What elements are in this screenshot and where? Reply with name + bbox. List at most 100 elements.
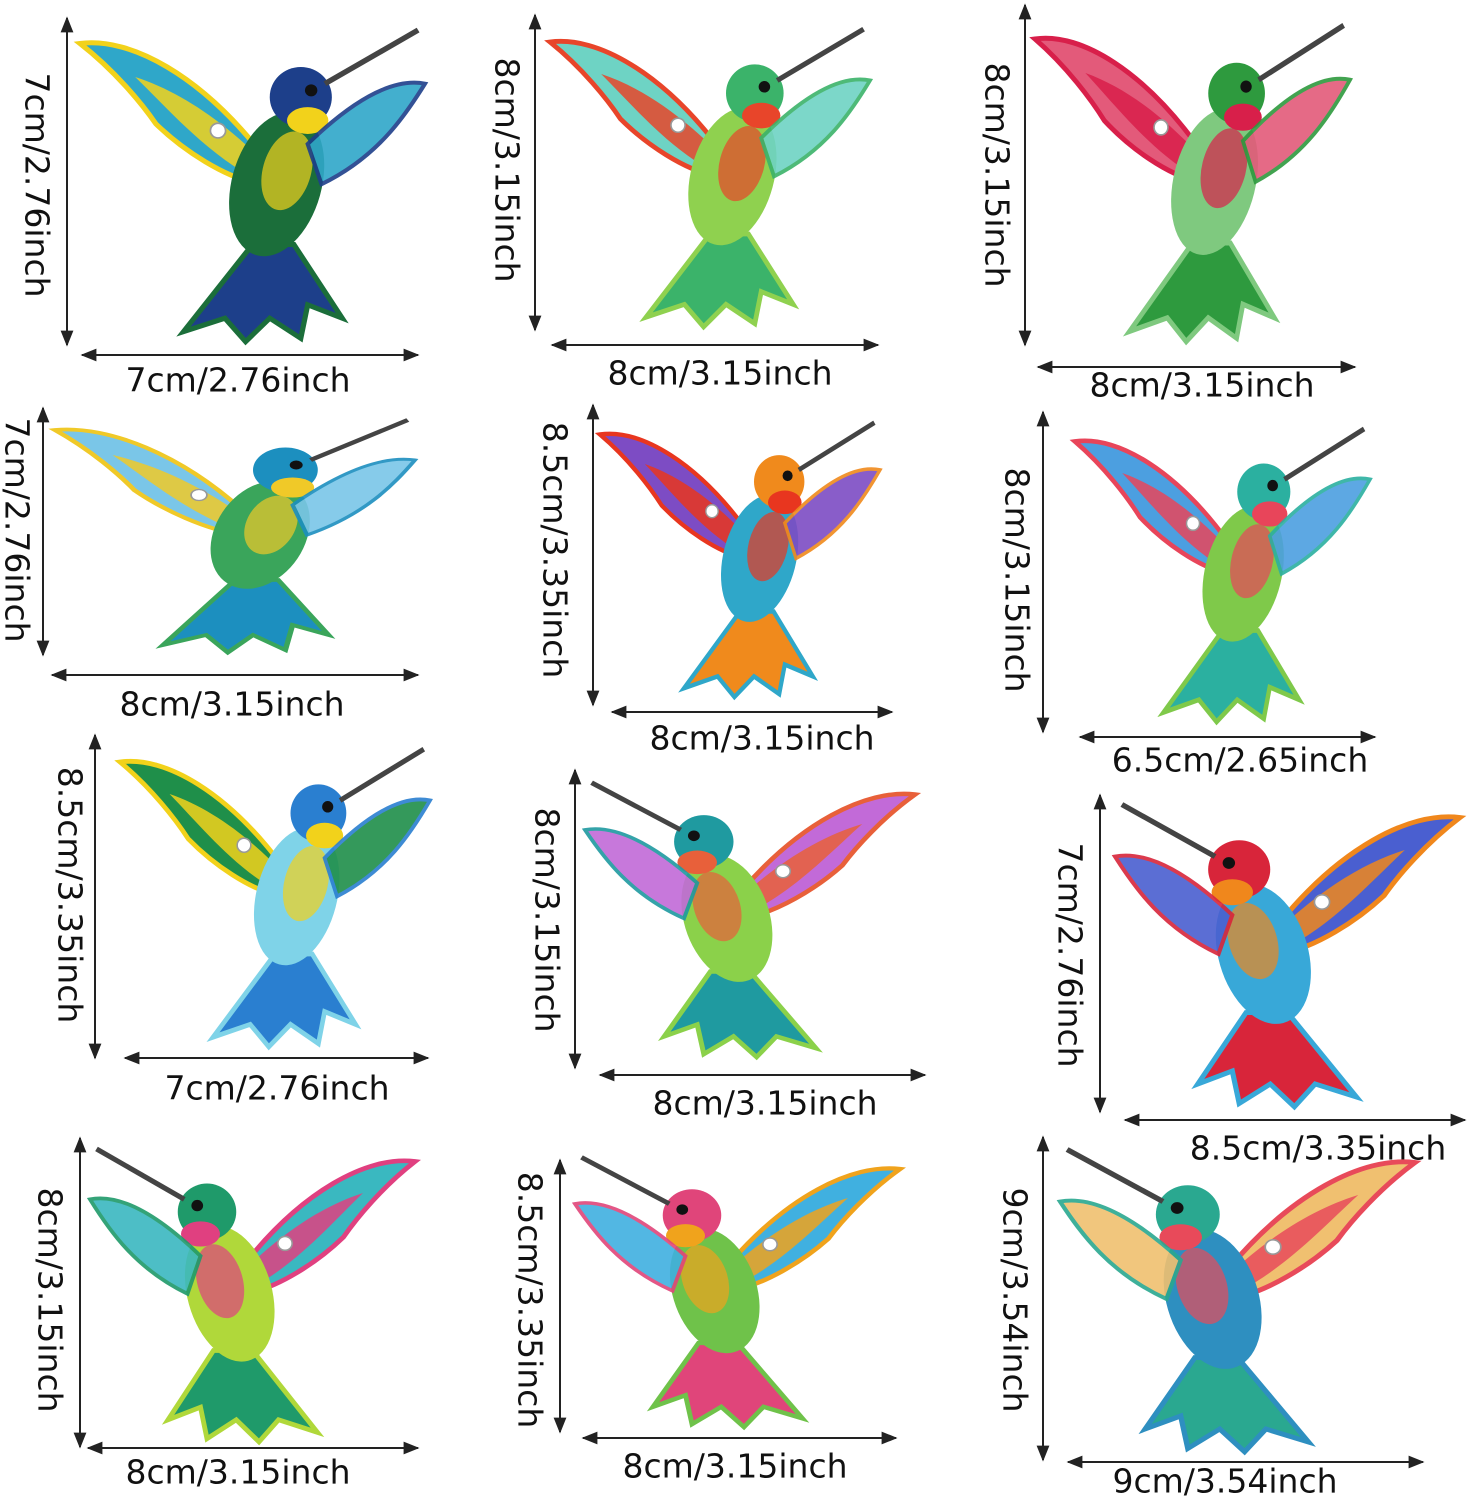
tail (678, 609, 819, 701)
eye (1170, 1202, 1184, 1214)
wing-far (1056, 1198, 1184, 1302)
wing-inner (1122, 473, 1229, 568)
wing-far (782, 467, 883, 561)
beak (338, 746, 426, 803)
eye (687, 830, 700, 842)
throat (768, 490, 802, 515)
hummingbird (1029, 23, 1354, 346)
wing-inner (743, 824, 863, 913)
hanging-hole (1185, 515, 1201, 532)
wing-far (322, 797, 433, 900)
width-label: 6.5cm/2.65inch (1112, 741, 1369, 780)
height-label: 7cm/2.76inch (0, 417, 37, 642)
breast (692, 871, 742, 942)
wing-far (1240, 76, 1354, 185)
hanging-hole (209, 122, 227, 139)
hanging-hole (1153, 119, 1169, 136)
product-item: 9cm/3.54inch 9cm/3.54inch (996, 1135, 1425, 1500)
height-label: 7cm/2.76inch (1051, 842, 1090, 1067)
beak (590, 780, 683, 832)
beak (1257, 23, 1345, 83)
throat (306, 822, 344, 849)
eye (289, 460, 303, 470)
eye (191, 1199, 204, 1212)
throat (742, 102, 781, 129)
breast (244, 495, 298, 555)
throat (1211, 879, 1253, 906)
product-item: 8.5cm/3.35inch 8cm/3.15inch (536, 403, 894, 758)
beak (309, 418, 410, 462)
wing-far (1111, 853, 1235, 957)
tail (646, 1340, 810, 1431)
eye (782, 470, 793, 482)
product-item: 8.5cm/3.35inch 7cm/2.76inch (51, 733, 433, 1108)
beak (95, 1146, 186, 1202)
width-label: 8cm/3.15inch (622, 1447, 847, 1486)
beak (1120, 802, 1217, 859)
throat (271, 477, 315, 498)
eye (676, 1204, 689, 1215)
tail (1191, 1010, 1364, 1111)
wing-inner (1085, 73, 1199, 175)
width-label: 8cm/3.15inch (607, 354, 832, 393)
hanging-hole (1313, 894, 1331, 910)
height-label: 8cm/3.15inch (998, 467, 1037, 692)
eye (322, 801, 334, 813)
width-label: 8cm/3.15inch (652, 1084, 877, 1123)
width-label: 7cm/2.76inch (164, 1069, 389, 1108)
breast (1200, 128, 1248, 209)
tail (1157, 628, 1305, 726)
height-label: 8cm/3.15inch (528, 807, 567, 1032)
tail (155, 578, 336, 656)
height-label: 8.5cm/3.35inch (51, 767, 90, 1024)
tail (1122, 240, 1281, 346)
wing-inner (731, 1198, 848, 1285)
hummingbird (571, 1155, 906, 1431)
hummingbird (86, 1146, 421, 1446)
hummingbird (114, 746, 433, 1051)
hummingbird (544, 26, 874, 331)
hummingbird (1111, 802, 1467, 1111)
wing-inner (1280, 850, 1405, 948)
wing-far (290, 457, 419, 538)
product-item: 7cm/2.76inch 8cm/3.15inch (0, 406, 420, 724)
product-item: 8cm/3.15inch 8cm/3.15inch (978, 3, 1357, 405)
tail (206, 951, 362, 1051)
eye (1267, 479, 1278, 492)
eye (1240, 80, 1252, 93)
hummingbird (48, 418, 419, 656)
hanging-hole (190, 488, 208, 502)
wing-inner (169, 794, 282, 890)
breast (282, 846, 330, 922)
throat (1159, 1224, 1202, 1251)
width-label: 8cm/3.15inch (649, 719, 874, 758)
eye (1222, 857, 1236, 869)
beak (323, 27, 420, 87)
wing-far (759, 77, 874, 180)
width-label: 9cm/3.54inch (1112, 1462, 1337, 1500)
hummingbird (594, 420, 883, 701)
breast (1227, 902, 1279, 980)
throat (1252, 501, 1288, 527)
height-label: 8.5cm/3.35inch (536, 422, 575, 679)
wing-inner (644, 464, 746, 553)
width-label: 8cm/3.15inch (119, 685, 344, 724)
throat (181, 1221, 220, 1247)
width-label: 7cm/2.76inch (125, 361, 350, 400)
tail (1138, 1355, 1316, 1456)
product-item: 8cm/3.15inch 8cm/3.15inch (528, 768, 927, 1123)
height-label: 7cm/2.76inch (18, 72, 57, 297)
hanging-hole (236, 837, 252, 854)
hummingbird (1069, 426, 1373, 726)
hanging-hole (1264, 1239, 1282, 1255)
height-label: 8cm/3.15inch (31, 1187, 70, 1412)
width-label: 8cm/3.15inch (125, 1453, 350, 1492)
hanging-hole (705, 503, 719, 519)
product-item: 8cm/3.15inch 8cm/3.15inch (488, 13, 880, 393)
height-label: 8cm/3.15inch (978, 62, 1017, 287)
hummingbird (1056, 1147, 1422, 1456)
wing-inner (112, 455, 243, 530)
wing-far (1267, 476, 1373, 577)
